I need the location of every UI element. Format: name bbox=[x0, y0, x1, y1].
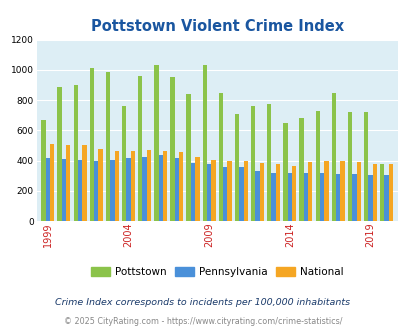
Bar bbox=[154, 65, 158, 221]
Bar bbox=[250, 106, 255, 221]
Bar bbox=[331, 92, 335, 221]
Bar bbox=[179, 152, 183, 221]
Bar bbox=[315, 111, 319, 221]
Bar bbox=[243, 161, 247, 221]
Bar bbox=[162, 151, 167, 221]
Bar bbox=[98, 148, 102, 221]
Title: Pottstown Violent Crime Index: Pottstown Violent Crime Index bbox=[90, 19, 343, 34]
Bar bbox=[303, 174, 307, 221]
Bar bbox=[227, 161, 231, 221]
Bar bbox=[367, 175, 372, 221]
Bar bbox=[255, 171, 259, 221]
Bar bbox=[347, 112, 351, 221]
Bar bbox=[90, 68, 94, 221]
Bar bbox=[356, 162, 360, 221]
Bar bbox=[138, 76, 142, 221]
Bar bbox=[66, 146, 70, 221]
Bar bbox=[94, 161, 98, 221]
Bar bbox=[372, 164, 376, 221]
Bar bbox=[130, 151, 135, 221]
Bar bbox=[126, 158, 130, 221]
Bar bbox=[106, 72, 110, 221]
Text: Crime Index corresponds to incidents per 100,000 inhabitants: Crime Index corresponds to incidents per… bbox=[55, 298, 350, 307]
Bar bbox=[190, 163, 195, 221]
Bar bbox=[62, 159, 66, 221]
Bar bbox=[122, 106, 126, 221]
Bar bbox=[287, 174, 291, 221]
Bar bbox=[211, 160, 215, 221]
Bar bbox=[319, 174, 324, 221]
Bar bbox=[239, 167, 243, 221]
Bar bbox=[307, 162, 312, 221]
Bar bbox=[335, 174, 339, 221]
Bar bbox=[73, 85, 78, 221]
Bar bbox=[57, 87, 62, 221]
Bar bbox=[158, 154, 162, 221]
Legend: Pottstown, Pennsylvania, National: Pottstown, Pennsylvania, National bbox=[87, 263, 347, 281]
Bar bbox=[234, 114, 239, 221]
Bar bbox=[78, 160, 82, 221]
Bar bbox=[114, 151, 119, 221]
Bar bbox=[147, 150, 151, 221]
Bar bbox=[174, 158, 179, 221]
Bar bbox=[298, 118, 303, 221]
Bar bbox=[363, 112, 367, 221]
Bar bbox=[41, 120, 45, 221]
Bar bbox=[275, 164, 279, 221]
Bar bbox=[186, 94, 190, 221]
Bar bbox=[170, 78, 174, 221]
Bar bbox=[110, 160, 114, 221]
Bar bbox=[142, 157, 147, 221]
Bar bbox=[195, 157, 199, 221]
Bar bbox=[259, 163, 263, 221]
Bar bbox=[223, 167, 227, 221]
Bar bbox=[271, 174, 275, 221]
Bar bbox=[388, 164, 392, 221]
Bar bbox=[82, 146, 86, 221]
Bar bbox=[266, 104, 271, 221]
Bar bbox=[218, 93, 223, 221]
Bar bbox=[207, 164, 211, 221]
Bar bbox=[379, 164, 384, 221]
Bar bbox=[324, 161, 328, 221]
Bar bbox=[339, 161, 344, 221]
Text: © 2025 CityRating.com - https://www.cityrating.com/crime-statistics/: © 2025 CityRating.com - https://www.city… bbox=[64, 317, 341, 326]
Bar bbox=[50, 144, 54, 221]
Bar bbox=[283, 123, 287, 221]
Bar bbox=[291, 166, 296, 221]
Bar bbox=[202, 65, 207, 221]
Bar bbox=[45, 158, 50, 221]
Bar bbox=[384, 175, 388, 221]
Bar bbox=[351, 174, 356, 221]
